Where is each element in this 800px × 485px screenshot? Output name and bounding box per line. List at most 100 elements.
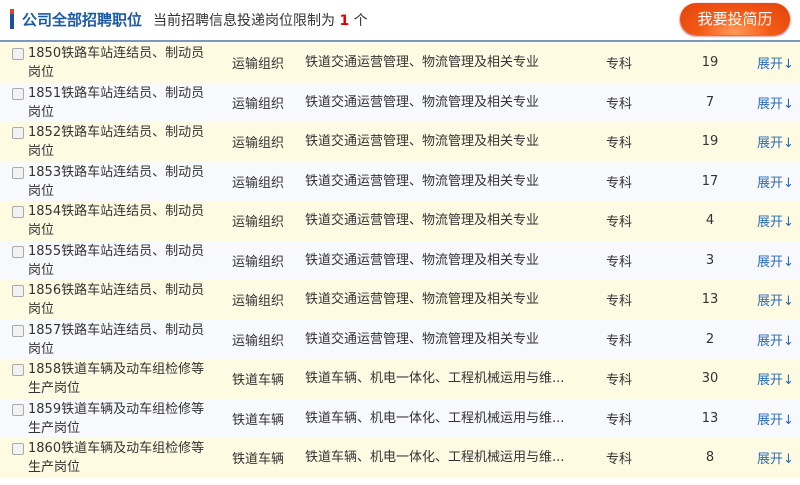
select-checkbox[interactable] <box>12 206 24 218</box>
job-row: 1857铁路车站连结员、制动员岗位 运输组织 铁道交通运营管理、物流管理及相关专… <box>0 319 800 361</box>
select-checkbox[interactable] <box>12 285 24 297</box>
select-checkbox[interactable] <box>12 166 24 179</box>
page-title: 公司全部招聘职位 <box>22 11 143 29</box>
job-count: 3 <box>705 252 715 268</box>
job-category: 铁道车辆 <box>232 412 285 428</box>
job-major: 铁道交通运营管理、物流管理及相关专业 <box>305 94 540 110</box>
job-education: 专科 <box>606 452 633 468</box>
job-count: 30 <box>701 371 719 387</box>
job-row: 1851铁路车站连结员、制动员岗位 运输组织 铁道交通运营管理、物流管理及相关专… <box>0 82 800 124</box>
job-name: 1851铁路车站连结员、制动员岗位 <box>28 85 205 120</box>
job-count: 19 <box>701 134 719 150</box>
select-checkbox[interactable] <box>12 443 24 455</box>
job-category: 运输组织 <box>232 333 285 349</box>
job-row: 1859铁道车辆及动车组检修等生产岗位 铁道车辆 铁道车辆、机电一体化、工程机械… <box>0 398 800 440</box>
job-education: 专科 <box>606 333 633 349</box>
select-checkbox[interactable] <box>12 364 24 376</box>
job-category: 运输组织 <box>232 175 285 191</box>
title-accent-bar <box>10 9 14 29</box>
job-major: 铁道车辆、机电一体化、工程机械运用与维... <box>305 410 565 426</box>
job-major: 铁道车辆、机电一体化、工程机械运用与维... <box>305 371 565 387</box>
job-list: 1850铁路车站连结员、制动员岗位 运输组织 铁道交通运营管理、物流管理及相关专… <box>0 43 800 478</box>
job-category: 铁道车辆 <box>232 373 285 389</box>
job-education: 专科 <box>606 175 633 191</box>
job-name-cell: 1860铁道车辆及动车组检修等生产岗位 <box>12 438 212 479</box>
expand-link[interactable]: 展开↓ <box>757 333 794 349</box>
application-limit-notice: 当前招聘信息投递岗位限制为 1 个 <box>153 13 368 29</box>
job-row: 1858铁道车辆及动车组检修等生产岗位 铁道车辆 铁道车辆、机电一体化、工程机械… <box>0 359 800 399</box>
job-major: 铁道交通运营管理、物流管理及相关专业 <box>305 252 540 268</box>
job-category: 运输组织 <box>232 57 285 73</box>
expand-link[interactable]: 展开↓ <box>757 136 794 152</box>
job-education: 专科 <box>606 215 633 231</box>
job-count: 13 <box>701 292 719 308</box>
job-education: 专科 <box>606 412 633 428</box>
job-name-cell: 1857铁路车站连结员、制动员岗位 <box>12 320 212 361</box>
expand-link[interactable]: 展开↓ <box>757 215 794 231</box>
job-row: 1855铁路车站连结员、制动员岗位 运输组织 铁道交通运营管理、物流管理及相关专… <box>0 240 800 282</box>
job-category: 运输组织 <box>232 136 285 152</box>
job-major: 铁道交通运营管理、物流管理及相关专业 <box>305 292 540 308</box>
job-name-cell: 1854铁路车站连结员、制动员岗位 <box>12 201 212 242</box>
job-education: 专科 <box>606 254 633 270</box>
job-education: 专科 <box>606 373 633 389</box>
apply-resume-button[interactable]: 我要投简历 <box>680 3 790 35</box>
job-name: 1860铁道车辆及动车组检修等生产岗位 <box>28 441 205 475</box>
job-count: 19 <box>701 55 719 71</box>
job-name-cell: 1853铁路车站连结员、制动员岗位 <box>12 162 212 203</box>
job-row: 1860铁道车辆及动车组检修等生产岗位 铁道车辆 铁道车辆、机电一体化、工程机械… <box>0 438 800 478</box>
limit-value: 1 <box>339 13 350 29</box>
job-major: 铁道车辆、机电一体化、工程机械运用与维... <box>305 450 565 466</box>
job-name: 1859铁道车辆及动车组检修等生产岗位 <box>28 401 205 436</box>
job-major: 铁道交通运营管理、物流管理及相关专业 <box>305 134 540 150</box>
job-name-cell: 1855铁路车站连结员、制动员岗位 <box>12 241 212 282</box>
job-name: 1858铁道车辆及动车组检修等生产岗位 <box>28 362 205 396</box>
expand-link[interactable]: 展开↓ <box>757 96 794 112</box>
expand-link[interactable]: 展开↓ <box>757 412 794 428</box>
job-row: 1853铁路车站连结员、制动员岗位 运输组织 铁道交通运营管理、物流管理及相关专… <box>0 161 800 203</box>
job-name: 1853铁路车站连结员、制动员岗位 <box>28 164 205 199</box>
select-checkbox[interactable] <box>12 324 24 337</box>
job-count: 2 <box>705 331 715 347</box>
page-header: 公司全部招聘职位 当前招聘信息投递岗位限制为 1 个 我要投简历 <box>0 0 800 42</box>
job-category: 运输组织 <box>232 254 285 270</box>
expand-link[interactable]: 展开↓ <box>757 175 794 191</box>
job-name-cell: 1859铁道车辆及动车组检修等生产岗位 <box>12 399 212 440</box>
job-category: 运输组织 <box>232 96 285 112</box>
job-name-cell: 1856铁路车站连结员、制动员岗位 <box>12 280 212 321</box>
select-checkbox[interactable] <box>12 87 24 100</box>
job-name: 1850铁路车站连结员、制动员岗位 <box>28 46 205 80</box>
expand-link[interactable]: 展开↓ <box>757 254 794 270</box>
job-education: 专科 <box>606 294 633 310</box>
job-name-cell: 1850铁路车站连结员、制动员岗位 <box>12 43 212 84</box>
job-row: 1850铁路车站连结员、制动员岗位 运输组织 铁道交通运营管理、物流管理及相关专… <box>0 43 800 83</box>
expand-link[interactable]: 展开↓ <box>757 294 794 310</box>
job-major: 铁道交通运营管理、物流管理及相关专业 <box>305 331 540 347</box>
job-row: 1854铁路车站连结员、制动员岗位 运输组织 铁道交通运营管理、物流管理及相关专… <box>0 201 800 241</box>
job-major: 铁道交通运营管理、物流管理及相关专业 <box>305 173 540 189</box>
job-name-cell: 1858铁道车辆及动车组检修等生产岗位 <box>12 359 212 400</box>
expand-link[interactable]: 展开↓ <box>757 452 794 468</box>
select-checkbox[interactable] <box>12 403 24 416</box>
select-checkbox[interactable] <box>12 48 24 60</box>
job-name: 1855铁路车站连结员、制动员岗位 <box>28 243 205 278</box>
job-count: 7 <box>705 94 715 110</box>
job-education: 专科 <box>606 57 633 73</box>
job-name: 1856铁路车站连结员、制动员岗位 <box>28 283 205 317</box>
job-count: 8 <box>705 450 715 466</box>
job-row: 1852铁路车站连结员、制动员岗位 运输组织 铁道交通运营管理、物流管理及相关专… <box>0 122 800 162</box>
job-education: 专科 <box>606 96 633 112</box>
job-name: 1857铁路车站连结员、制动员岗位 <box>28 322 205 357</box>
job-name-cell: 1851铁路车站连结员、制动员岗位 <box>12 83 212 124</box>
job-name-cell: 1852铁路车站连结员、制动员岗位 <box>12 122 212 163</box>
job-category: 铁道车辆 <box>232 452 285 468</box>
select-checkbox[interactable] <box>12 245 24 258</box>
select-checkbox[interactable] <box>12 127 24 139</box>
expand-link[interactable]: 展开↓ <box>757 373 794 389</box>
job-name: 1854铁路车站连结员、制动员岗位 <box>28 204 205 238</box>
expand-link[interactable]: 展开↓ <box>757 57 794 73</box>
job-category: 运输组织 <box>232 294 285 310</box>
job-row: 1856铁路车站连结员、制动员岗位 运输组织 铁道交通运营管理、物流管理及相关专… <box>0 280 800 320</box>
job-major: 铁道交通运营管理、物流管理及相关专业 <box>305 213 540 229</box>
job-category: 运输组织 <box>232 215 285 231</box>
